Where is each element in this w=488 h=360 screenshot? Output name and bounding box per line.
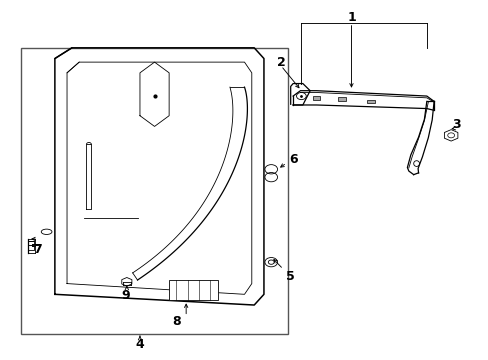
Text: 8: 8 (172, 315, 181, 328)
Text: 2: 2 (276, 55, 285, 69)
Bar (312, 96, 320, 100)
Text: 5: 5 (286, 270, 294, 283)
Text: 7: 7 (33, 243, 42, 256)
Text: 4: 4 (135, 338, 144, 351)
Bar (337, 98, 345, 101)
Text: 6: 6 (288, 153, 297, 166)
Polygon shape (444, 130, 457, 141)
Text: 1: 1 (346, 11, 355, 24)
Bar (366, 100, 374, 103)
Text: 3: 3 (451, 118, 459, 131)
Bar (169, 280, 217, 300)
Text: 9: 9 (121, 288, 129, 302)
Bar (21, 48, 287, 334)
